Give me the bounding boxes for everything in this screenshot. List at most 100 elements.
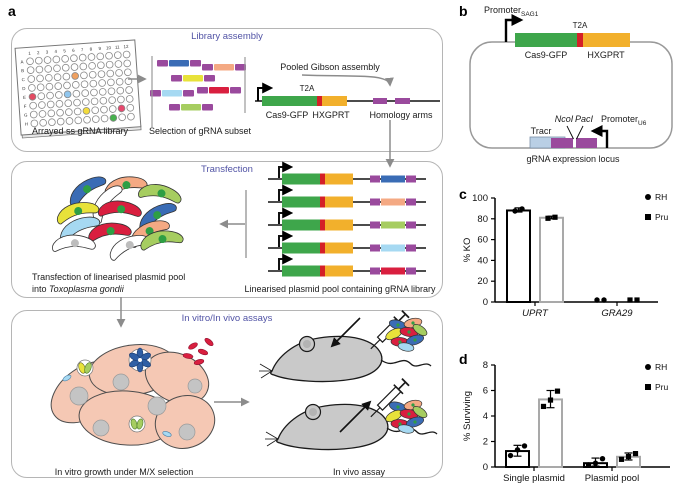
cell-nuclei bbox=[69, 373, 203, 441]
legend-row: RH bbox=[645, 362, 668, 372]
well bbox=[53, 64, 61, 73]
chart-d-svg: 0 2 4 6 8 % Surviving Single plasmid Plasmid po… bbox=[462, 360, 670, 484]
data-point bbox=[632, 451, 639, 457]
svg-text:D: D bbox=[22, 86, 26, 91]
well bbox=[90, 88, 98, 97]
well bbox=[125, 86, 133, 94]
well bbox=[83, 115, 91, 124]
circle-marker-icon bbox=[645, 364, 651, 370]
linearised-plasmid bbox=[268, 161, 426, 185]
data-point bbox=[552, 214, 558, 220]
well bbox=[61, 55, 69, 63]
data-point bbox=[618, 456, 625, 462]
grna-segment bbox=[576, 138, 597, 148]
svg-text:5: 5 bbox=[63, 48, 66, 53]
svg-text:GRA29: GRA29 bbox=[601, 308, 633, 319]
well bbox=[123, 59, 132, 68]
svg-text:9: 9 bbox=[98, 46, 101, 51]
data-point bbox=[545, 215, 551, 221]
well bbox=[107, 78, 115, 87]
well bbox=[126, 103, 135, 112]
data-point bbox=[625, 453, 632, 460]
paci-label: PacI bbox=[574, 114, 593, 124]
library-assembly-title: Library assembly bbox=[191, 31, 263, 42]
data-point bbox=[507, 452, 514, 459]
linearised-plasmid bbox=[268, 184, 426, 208]
well bbox=[105, 60, 114, 69]
well bbox=[30, 119, 39, 128]
well bbox=[127, 112, 135, 121]
well bbox=[62, 72, 71, 81]
svg-text:UPRT: UPRT bbox=[522, 308, 549, 319]
gibson-label: Pooled Gibson assembly bbox=[280, 62, 380, 72]
cas9-gfp-segment bbox=[515, 33, 577, 47]
legend-row: Pru bbox=[645, 382, 668, 392]
well bbox=[99, 96, 108, 105]
homology-arm-segment bbox=[373, 98, 387, 104]
legend-row: Pru bbox=[645, 212, 668, 222]
svg-text:4: 4 bbox=[54, 49, 57, 54]
svg-text:C: C bbox=[22, 77, 26, 82]
mice-illustration bbox=[258, 308, 438, 451]
chart-d-legend: RH Pru bbox=[645, 362, 668, 402]
svg-text:A: A bbox=[20, 59, 23, 64]
well bbox=[92, 115, 100, 123]
t2a-label-b: T2A bbox=[572, 21, 588, 30]
data-point bbox=[634, 297, 640, 303]
cas9-label-b: Cas9-GFP bbox=[524, 50, 568, 60]
invitro-caption: In vitro growth under M/X selection bbox=[54, 467, 194, 477]
data-point bbox=[514, 447, 521, 453]
svg-text:40: 40 bbox=[477, 255, 488, 266]
bar bbox=[538, 398, 563, 468]
data-point bbox=[519, 206, 525, 212]
grna-segment bbox=[551, 138, 573, 148]
well bbox=[55, 100, 64, 108]
grna-fragment bbox=[197, 87, 241, 94]
well bbox=[61, 63, 70, 72]
svg-text:100: 100 bbox=[472, 193, 488, 204]
linearised-plasmid bbox=[268, 230, 426, 254]
t2a-label: T2A bbox=[299, 84, 315, 93]
well bbox=[82, 107, 91, 115]
well bbox=[125, 95, 134, 103]
well bbox=[27, 75, 36, 83]
well bbox=[26, 57, 34, 66]
hxgprt-label-b: HXGPRT bbox=[587, 50, 625, 60]
well bbox=[48, 118, 56, 127]
svg-text:% KO: % KO bbox=[462, 238, 473, 263]
hxgprt-segment bbox=[583, 33, 630, 47]
linearised-plasmid bbox=[268, 253, 426, 277]
u6-subscript: U6 bbox=[638, 119, 647, 127]
svg-text:6: 6 bbox=[483, 386, 488, 397]
well bbox=[81, 89, 89, 97]
well bbox=[100, 105, 108, 114]
well bbox=[122, 50, 131, 59]
well bbox=[56, 117, 65, 126]
well bbox=[54, 82, 63, 90]
panel-c-label: c bbox=[459, 186, 467, 202]
well bbox=[88, 62, 96, 70]
well bbox=[65, 108, 73, 116]
well bbox=[98, 79, 106, 87]
well bbox=[46, 91, 54, 100]
well bbox=[97, 61, 105, 70]
svg-text:2: 2 bbox=[483, 437, 488, 448]
transfection-caption-line2: into Toxoplasma gondii bbox=[32, 284, 242, 296]
well bbox=[117, 95, 125, 104]
well bbox=[55, 91, 63, 99]
well bbox=[45, 82, 54, 91]
well bbox=[107, 87, 116, 96]
svg-text:B: B bbox=[21, 68, 24, 73]
bar bbox=[506, 209, 531, 303]
well bbox=[118, 113, 126, 122]
well bbox=[28, 84, 36, 92]
sag1-promoter-arrow-icon bbox=[504, 14, 524, 42]
well bbox=[39, 119, 47, 127]
assays-title: In vitro/In vivo assays bbox=[181, 313, 273, 324]
panel-d-label: d bbox=[459, 351, 468, 367]
legend-label: RH bbox=[655, 192, 668, 202]
well bbox=[108, 105, 117, 113]
well bbox=[63, 90, 72, 99]
svg-text:11: 11 bbox=[115, 44, 120, 49]
